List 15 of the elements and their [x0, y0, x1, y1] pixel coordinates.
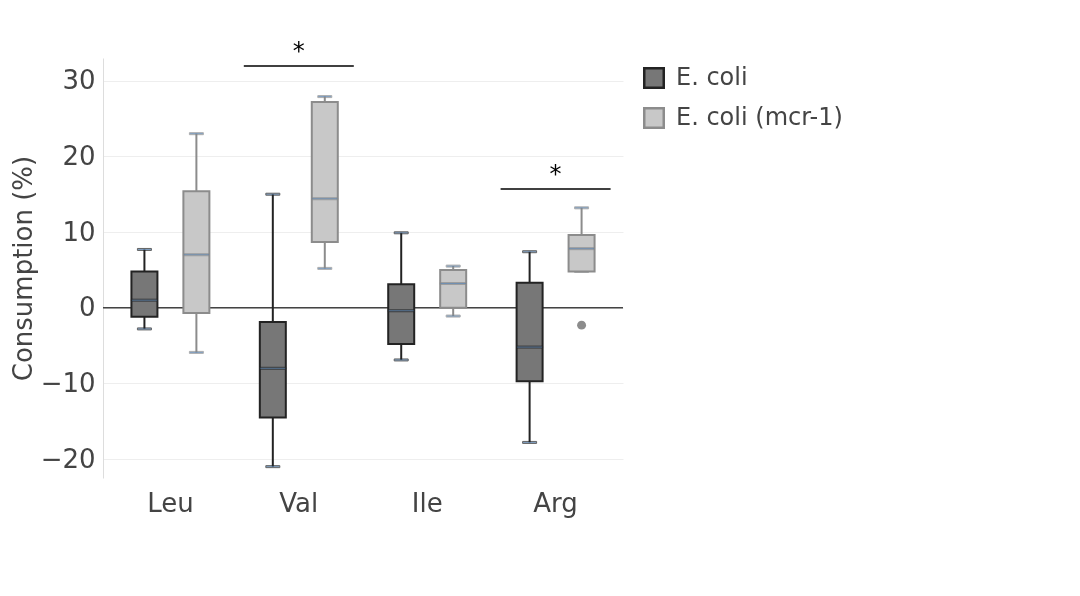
y-tick-label: 10	[62, 216, 96, 247]
y-tick-label: −10	[40, 367, 96, 398]
legend-label: E. coli (mcr-1)	[676, 103, 843, 131]
y-tick-label: 30	[62, 65, 96, 96]
annotation: *	[549, 160, 562, 188]
y-tick-label: −20	[40, 443, 96, 474]
y-axis-title: Consumption (%)	[7, 155, 38, 382]
x-tick-label: Leu	[147, 487, 194, 518]
y-tick-label: 20	[62, 140, 96, 171]
annotation: *	[292, 37, 305, 65]
x-tick-label: Ile	[411, 487, 443, 518]
x-tick-label: Val	[279, 487, 319, 518]
x-tick-label: Arg	[533, 487, 578, 518]
y-tick-label: 0	[78, 292, 96, 323]
legend-label: E. coli	[676, 63, 748, 91]
